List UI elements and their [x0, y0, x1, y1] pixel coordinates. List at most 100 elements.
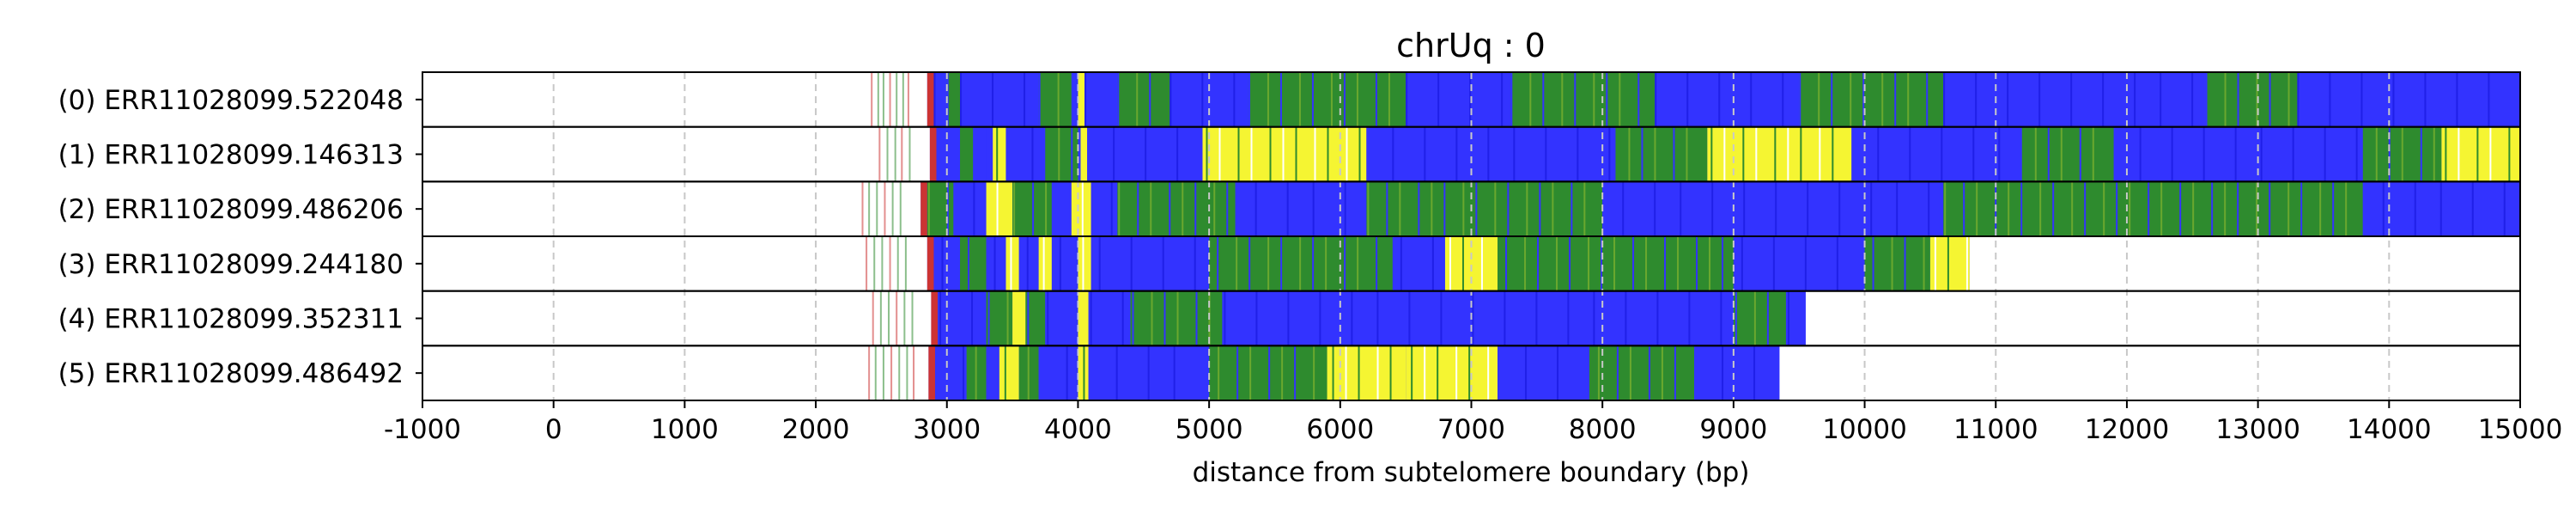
read-stripe	[1664, 236, 1667, 291]
read-segment-blue	[1084, 72, 1118, 127]
read-stripe	[1742, 126, 1745, 182]
read-thin-mark	[889, 72, 891, 127]
read-stripe	[1904, 236, 1906, 291]
read-stripe	[1325, 236, 1327, 291]
read-thin-mark	[907, 72, 909, 127]
read-stripe	[939, 290, 942, 346]
read-stripe	[1505, 236, 1508, 291]
read-segment-yellow	[1071, 181, 1091, 236]
read-segment-green	[1589, 345, 1695, 400]
read-stripe	[1162, 236, 1164, 291]
read-stripe	[2287, 181, 2290, 236]
read-stripe	[1042, 236, 1045, 291]
read-stripe	[1217, 236, 1219, 291]
read-stripe	[1800, 126, 1802, 182]
read-stripe	[1673, 126, 1675, 182]
read-stripe	[1311, 72, 1314, 127]
read-segment-blue	[1018, 236, 1039, 291]
read-stripe	[1269, 126, 1272, 182]
read-stripe	[1831, 72, 1833, 127]
read-stripe	[1891, 236, 1893, 291]
read-stripe	[1556, 236, 1558, 291]
read-stripe	[1487, 345, 1490, 400]
read-stripe	[1593, 72, 1595, 127]
read-stripe	[1431, 236, 1434, 291]
read-thin-mark	[882, 72, 884, 127]
read-stripe	[1406, 72, 1408, 127]
read-stripe	[1173, 345, 1176, 400]
read-segment-green	[960, 236, 987, 291]
read-segment-red	[920, 181, 927, 236]
read-stripe	[1194, 181, 1197, 236]
read-stripe	[1894, 72, 1897, 127]
read-stripe	[2007, 72, 2009, 127]
read-segment-green	[2205, 72, 2298, 127]
read-stripe	[2360, 72, 2363, 127]
x-tick-label: 7000	[1437, 414, 1505, 445]
read-stripe	[1149, 72, 1151, 127]
read-stripe	[1330, 72, 1333, 127]
read-stripe	[1279, 72, 1282, 127]
read-stripe	[1026, 236, 1029, 291]
read-stripe	[2269, 72, 2271, 127]
read-stripe	[1487, 126, 1490, 182]
read-stripe	[1818, 72, 1820, 127]
read-thin-mark	[894, 126, 896, 182]
read-stripe	[1345, 345, 1347, 400]
read-stripe	[2237, 181, 2239, 236]
read-stripe	[1542, 72, 1545, 127]
x-tick-label: 2000	[782, 414, 850, 445]
read-stripe	[1182, 181, 1184, 236]
x-tick-label: 0	[545, 414, 562, 445]
read-stripe	[1045, 181, 1048, 236]
read-thin-mark	[871, 72, 873, 127]
read-segment-blue	[935, 345, 967, 400]
read-stripe	[1501, 72, 1504, 127]
read-segment-blue	[1851, 126, 2022, 182]
read-segment-red	[927, 236, 934, 291]
read-stripe	[2060, 126, 2063, 182]
read-stripe	[1836, 236, 1838, 291]
read-stripe	[1494, 181, 1497, 236]
read-stripe	[2038, 72, 2041, 127]
read-stripe	[1787, 126, 1789, 182]
read-stripe	[1696, 236, 1698, 291]
read-stripe	[1367, 181, 1370, 236]
read-stripe	[1755, 126, 1758, 182]
read-stripe	[2324, 126, 2326, 182]
read-stripe	[1766, 290, 1769, 346]
read-stripe	[1943, 72, 1946, 127]
read-thin-mark	[868, 345, 871, 400]
read-stripe	[1237, 126, 1240, 182]
read-stripe	[1677, 236, 1680, 291]
read-stripe	[946, 181, 949, 236]
read-stripe	[1132, 290, 1134, 346]
read-stripe	[1249, 345, 1252, 400]
read-stripe	[1356, 72, 1358, 127]
read-stripe	[2224, 181, 2227, 236]
read-stripe	[968, 236, 970, 291]
read-stripe	[1375, 72, 1377, 127]
read-stripe	[1163, 290, 1166, 346]
read-stripe	[1799, 72, 1801, 127]
read-stripe	[1343, 72, 1346, 127]
read-stripe	[1388, 72, 1390, 127]
read-segment-blue	[1051, 181, 1072, 236]
read-stripe	[1327, 126, 1329, 182]
read-stripe	[2116, 181, 2118, 236]
read-segment-blue	[973, 126, 987, 182]
read-stripe	[1358, 345, 1360, 400]
read-stripe	[1218, 345, 1220, 400]
read-segment-green	[2021, 126, 2114, 182]
read-stripe	[1923, 236, 1925, 291]
read-stripe	[1661, 345, 1663, 400]
read-stripe	[1535, 290, 1538, 346]
read-stripe	[2234, 126, 2237, 182]
read-stripe	[1774, 126, 1777, 182]
read-row-2	[861, 181, 2520, 236]
read-stripe	[1475, 181, 1478, 236]
read-segment-green	[1117, 72, 1170, 127]
read-thin-mark	[866, 236, 868, 291]
read-stripe	[1574, 72, 1577, 127]
read-segment-blue	[938, 290, 987, 346]
